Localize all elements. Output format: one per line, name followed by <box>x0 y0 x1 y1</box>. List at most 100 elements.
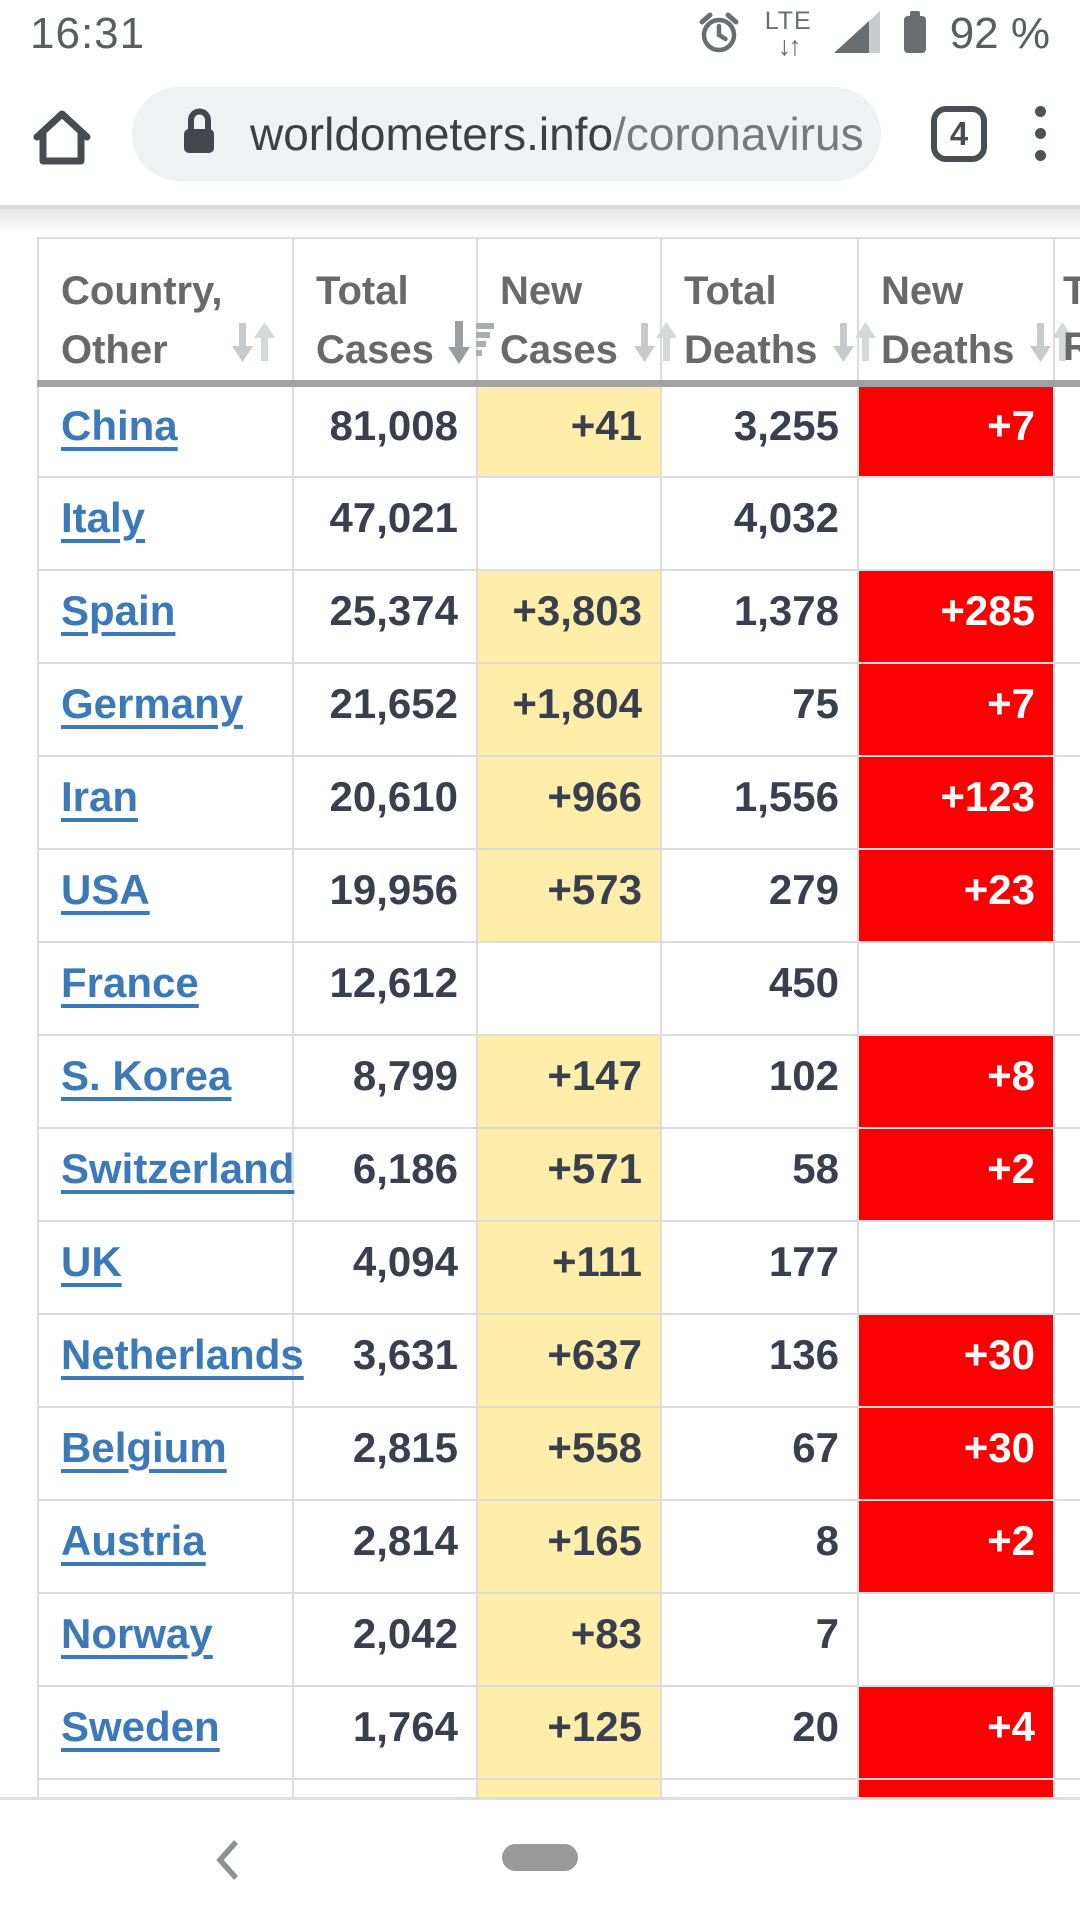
new-deaths-cell: +2 <box>857 1498 1055 1594</box>
table-row: Italy 47,021 4,032 <box>37 475 1080 571</box>
country-link[interactable]: Austria <box>61 1517 206 1564</box>
total-cases-cell: 3,631 <box>292 1312 478 1408</box>
country-link[interactable]: Sweden <box>61 1703 220 1750</box>
url-bar[interactable]: worldometers.info/coronavirus <box>132 86 881 181</box>
sort-icon[interactable] <box>230 319 276 380</box>
clipped-cell <box>1053 475 1080 571</box>
country-cell: USA <box>37 847 294 943</box>
table-row: Germany 21,652 +1,804 75 +7 <box>37 661 1080 757</box>
column-header-country[interactable]: Country, Other <box>37 237 294 387</box>
country-cell: Spain <box>37 568 294 664</box>
country-cell: Iran <box>37 754 294 850</box>
new-deaths-cell <box>857 940 1055 1036</box>
sort-icon[interactable] <box>632 319 678 380</box>
total-cases-cell: 2,814 <box>292 1498 478 1594</box>
country-link[interactable]: USA <box>61 866 150 913</box>
new-cases-cell: +125 <box>476 1684 662 1780</box>
country-link[interactable]: S. Korea <box>61 1052 232 1099</box>
total-deaths-cell: 279 <box>660 847 859 943</box>
clipped-cell <box>1053 1405 1080 1501</box>
total-cases-cell: 2,042 <box>292 1591 478 1687</box>
column-header-new-deaths[interactable]: New Deaths <box>857 237 1074 387</box>
total-deaths-cell: 67 <box>660 1405 859 1501</box>
clipped-cell <box>1053 847 1080 943</box>
lte-network-icon: LTE ↓↑ <box>764 6 812 61</box>
country-cell: Germany <box>37 661 294 757</box>
clipped-cell <box>1053 661 1080 757</box>
new-deaths-cell: +8 <box>857 1033 1055 1129</box>
country-link[interactable]: Netherlands <box>61 1331 304 1378</box>
new-deaths-cell <box>857 1777 1055 1797</box>
total-deaths-cell: 136 <box>660 1312 859 1408</box>
clipped-cell <box>1053 940 1080 1036</box>
new-deaths-cell: +7 <box>857 382 1055 478</box>
new-deaths-cell: +23 <box>857 847 1055 943</box>
sort-icon[interactable] <box>1028 319 1074 380</box>
country-link[interactable]: Switzerland <box>61 1145 295 1192</box>
new-deaths-cell: +285 <box>857 568 1055 664</box>
country-cell: S. Korea <box>37 1033 294 1129</box>
table-row: Norway 2,042 +83 7 <box>37 1591 1080 1687</box>
country-cell: Netherlands <box>37 1312 304 1408</box>
sort-icon[interactable] <box>831 319 877 380</box>
table-header-row: Country, Other Total Cases <box>37 237 1080 387</box>
new-cases-cell: +83 <box>476 1591 662 1687</box>
table-row: Sweden 1,764 +125 20 +4 <box>37 1684 1080 1780</box>
new-deaths-cell <box>857 475 1055 571</box>
column-header-clipped[interactable]: T R <box>1053 237 1080 387</box>
clock-time: 16:31 <box>30 9 146 58</box>
clipped-cell <box>1053 382 1080 478</box>
column-header-new-cases[interactable]: New Cases <box>476 237 677 387</box>
gesture-nav-bar <box>0 1800 1080 1920</box>
column-header-total-deaths[interactable]: Total Deaths <box>660 237 877 387</box>
total-cases-cell: 12,612 <box>292 940 478 1036</box>
country-cell: Belgium <box>37 1405 294 1501</box>
country-link[interactable]: Spain <box>61 587 176 634</box>
home-button[interactable] <box>30 102 94 166</box>
sort-desc-icon[interactable] <box>447 319 496 380</box>
country-cell: China <box>37 382 294 478</box>
total-cases-cell: 20,610 <box>292 754 478 850</box>
back-button[interactable] <box>210 1832 250 1893</box>
total-cases-cell: 4,094 <box>292 1219 478 1315</box>
tab-switcher-button[interactable]: 4 <box>931 105 987 162</box>
new-deaths-cell: +4 <box>857 1684 1055 1780</box>
clipped-cell <box>1053 1498 1080 1594</box>
total-deaths-cell: 4,032 <box>660 475 859 571</box>
country-link[interactable]: Belgium <box>61 1424 227 1471</box>
new-deaths-cell: +123 <box>857 754 1055 850</box>
country-link[interactable]: China <box>61 402 178 450</box>
total-deaths-cell: 3,255 <box>660 382 859 478</box>
column-header-total-cases[interactable]: Total Cases <box>292 237 494 387</box>
home-pill-handle[interactable] <box>502 1844 578 1871</box>
new-deaths-cell <box>857 1591 1055 1687</box>
country-link[interactable]: UK <box>61 1238 122 1285</box>
country-link[interactable]: France <box>61 959 199 1006</box>
total-cases-cell: 21,652 <box>292 661 478 757</box>
country-link[interactable]: Italy <box>61 494 146 541</box>
table-row: USA 19,956 +573 279 +23 <box>37 847 1080 943</box>
country-cell <box>37 1777 294 1797</box>
table-row: Belgium 2,815 +558 67 +30 <box>37 1405 1080 1501</box>
new-deaths-cell: +30 <box>857 1405 1055 1501</box>
table-row: S. Korea 8,799 +147 102 +8 <box>37 1033 1080 1129</box>
country-cell: UK <box>37 1219 294 1315</box>
new-cases-cell: +147 <box>476 1033 662 1129</box>
total-deaths-cell: 102 <box>660 1033 859 1129</box>
country-cell: Austria <box>37 1498 294 1594</box>
new-deaths-cell: +7 <box>857 661 1055 757</box>
status-bar: 16:31 LTE ↓↑ 92 % <box>0 0 1080 62</box>
total-deaths-cell: 58 <box>660 1126 859 1222</box>
table-row: Iran 20,610 +966 1,556 +123 <box>37 754 1080 850</box>
clipped-cell <box>1053 1591 1080 1687</box>
country-cell: France <box>37 940 294 1036</box>
coronavirus-table-viewport: Country, Other Total Cases <box>37 237 1080 1797</box>
overflow-menu-button[interactable] <box>1031 102 1050 165</box>
new-cases-cell: +41 <box>476 382 662 478</box>
country-link[interactable]: Germany <box>61 680 244 727</box>
battery-percent: 92 % <box>949 9 1050 58</box>
browser-toolbar: worldometers.info/coronavirus 4 <box>0 62 1080 205</box>
country-link[interactable]: Iran <box>61 773 139 820</box>
total-cases-cell <box>292 1777 478 1797</box>
country-link[interactable]: Norway <box>61 1610 213 1657</box>
